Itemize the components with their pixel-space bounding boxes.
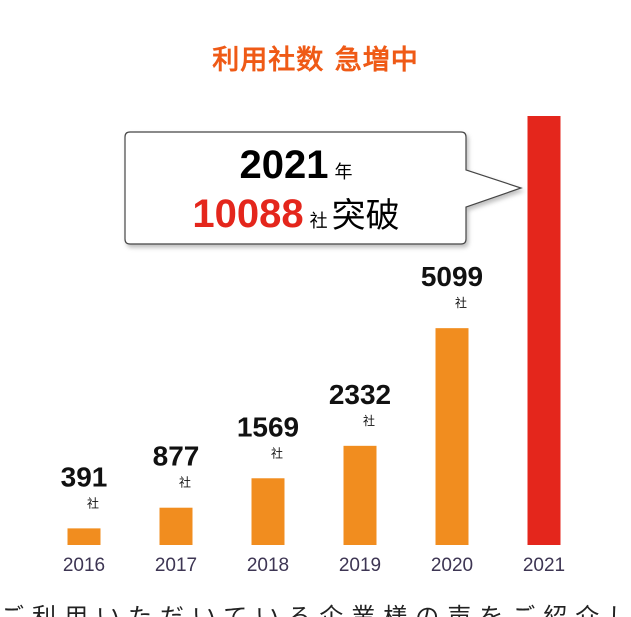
data-label-unit-2017: 社 (179, 475, 191, 490)
callout-count-line: 10088 社突破 (126, 188, 466, 237)
x-tick-label-2019: 2019 (339, 555, 381, 576)
data-label-2017: 877 (153, 441, 200, 472)
callout-bubble-shape (124, 131, 523, 245)
data-label-unit-2016: 社 (87, 495, 99, 510)
callout-count-unit: 社 (309, 211, 328, 232)
chart-title: 利用社数 急増中 (212, 45, 419, 76)
data-label-2016: 391 (61, 461, 108, 492)
callout-year-unit: 年 (334, 162, 353, 183)
data-label-2019: 2332 (329, 379, 391, 410)
bar-2019 (343, 445, 377, 545)
section-heading-cut: ご利用いただいている企業様の声をご紹介します (0, 603, 631, 617)
data-label-2018: 1569 (237, 411, 299, 442)
x-tick-label-2016: 2016 (63, 555, 105, 576)
callout-suffix: 突破 (331, 196, 400, 236)
x-tick-label-2020: 2020 (431, 555, 473, 576)
x-tick-label-2021: 2021 (523, 555, 565, 576)
callout-year: 2021 (239, 143, 329, 187)
callout-year-line: 2021 年 (126, 143, 466, 188)
x-tick-label-2018: 2018 (247, 555, 289, 576)
callout-bubble (124, 131, 523, 245)
bar-2018 (251, 478, 285, 545)
data-label-unit-2018: 社 (271, 445, 283, 460)
data-label-unit-2020: 社 (455, 295, 467, 310)
data-label-2020: 5099 (421, 261, 483, 292)
bar-2016 (67, 528, 101, 545)
data-label-unit-2019: 社 (363, 413, 375, 428)
callout-count: 10088 (192, 192, 304, 236)
bar-2020 (435, 328, 469, 545)
x-tick-label-2017: 2017 (155, 555, 197, 576)
bar-2017 (159, 507, 193, 545)
bar-2021 (527, 116, 561, 545)
